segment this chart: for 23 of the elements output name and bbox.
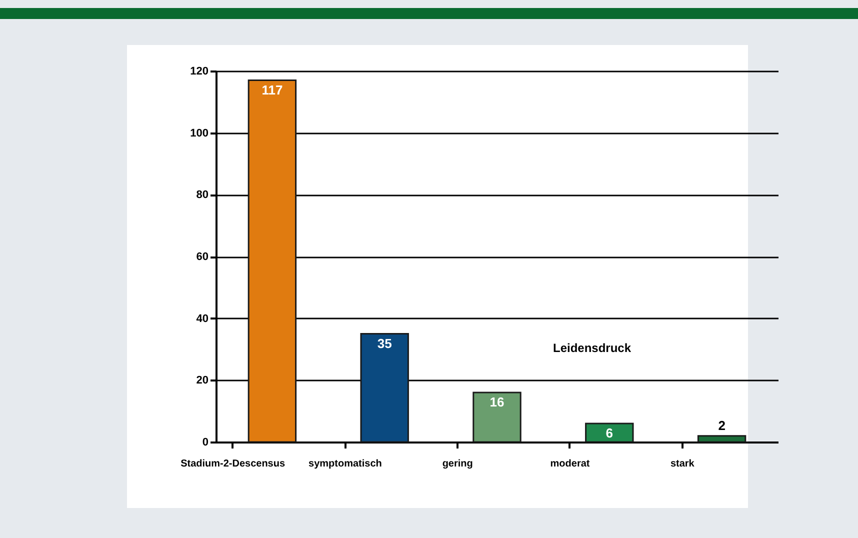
x-tick-label: gering: [442, 458, 473, 470]
x-tick-label: symptomatisch: [308, 458, 382, 470]
bar: [697, 435, 746, 443]
y-tick-label: 0: [202, 436, 208, 448]
annotation: Leidensdruck: [552, 341, 632, 355]
y-tick-label: 120: [190, 66, 208, 78]
data-label: 2: [718, 418, 726, 433]
y-tick-label: 100: [190, 127, 208, 140]
x-tick-label: stark: [670, 458, 695, 470]
y-tick-label: 20: [196, 374, 208, 387]
bar: [472, 392, 522, 443]
bar: [248, 80, 297, 443]
x-tick-label: moderat: [550, 458, 590, 470]
data-label: 16: [490, 394, 504, 410]
bar: [585, 422, 634, 443]
data-label: 6: [606, 425, 614, 440]
y-tick-label: 80: [196, 189, 208, 202]
y-tick-label: 40: [196, 312, 208, 325]
data-label: 35: [377, 336, 392, 351]
x-tick-label: Stadium-2-Descensus: [180, 458, 286, 470]
y-tick-label: 60: [196, 251, 208, 263]
data-label: 117: [262, 82, 283, 98]
bar: [360, 333, 409, 443]
